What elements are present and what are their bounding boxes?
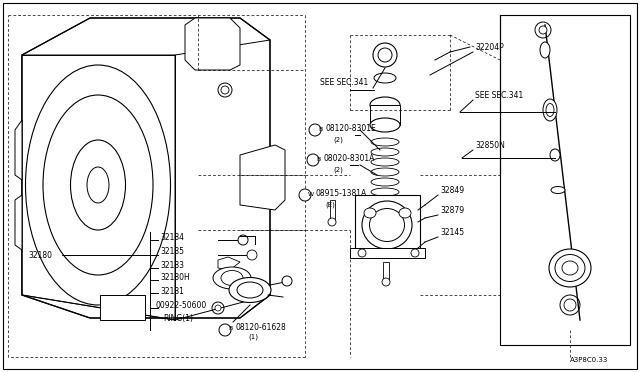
Circle shape bbox=[564, 299, 576, 311]
Text: (2): (2) bbox=[333, 137, 343, 143]
Text: 32204P: 32204P bbox=[475, 42, 504, 51]
Circle shape bbox=[328, 218, 336, 226]
Ellipse shape bbox=[229, 278, 271, 302]
Ellipse shape bbox=[562, 261, 578, 275]
Text: 08020-8301A: 08020-8301A bbox=[323, 154, 374, 163]
Text: 00922-50600: 00922-50600 bbox=[155, 301, 206, 311]
Circle shape bbox=[221, 86, 229, 94]
Text: W: W bbox=[308, 192, 314, 196]
Ellipse shape bbox=[550, 149, 560, 161]
Circle shape bbox=[358, 249, 366, 257]
Circle shape bbox=[307, 154, 319, 166]
Polygon shape bbox=[240, 145, 285, 210]
Polygon shape bbox=[355, 195, 420, 255]
Ellipse shape bbox=[399, 208, 411, 218]
Bar bbox=[330, 200, 335, 220]
Polygon shape bbox=[218, 257, 240, 270]
Ellipse shape bbox=[370, 97, 400, 113]
Circle shape bbox=[373, 43, 397, 67]
Text: 32180H: 32180H bbox=[160, 273, 189, 282]
Circle shape bbox=[218, 83, 232, 97]
Text: 08120-61628: 08120-61628 bbox=[235, 323, 285, 331]
Text: (2): (2) bbox=[333, 167, 343, 173]
Circle shape bbox=[299, 189, 311, 201]
Text: A3P8C0.33: A3P8C0.33 bbox=[570, 357, 609, 363]
Text: B: B bbox=[228, 327, 232, 331]
Polygon shape bbox=[15, 195, 22, 250]
Circle shape bbox=[309, 124, 321, 136]
Text: (E): (E) bbox=[325, 202, 335, 208]
Polygon shape bbox=[22, 55, 175, 320]
Text: 32145: 32145 bbox=[440, 228, 464, 237]
Ellipse shape bbox=[370, 118, 400, 132]
Bar bbox=[500, 15, 630, 345]
Text: B: B bbox=[316, 157, 320, 161]
Text: 32181: 32181 bbox=[160, 286, 184, 295]
Text: 08120-8301E: 08120-8301E bbox=[325, 124, 376, 132]
Text: 32879: 32879 bbox=[440, 205, 464, 215]
Ellipse shape bbox=[369, 208, 404, 241]
Ellipse shape bbox=[551, 186, 565, 193]
Circle shape bbox=[219, 324, 231, 336]
Ellipse shape bbox=[221, 270, 243, 285]
Bar bbox=[350, 248, 425, 258]
Circle shape bbox=[382, 278, 390, 286]
Text: SEE SEC.341: SEE SEC.341 bbox=[320, 77, 368, 87]
Polygon shape bbox=[185, 18, 240, 70]
Text: 32183: 32183 bbox=[160, 260, 184, 269]
Circle shape bbox=[539, 26, 547, 34]
Ellipse shape bbox=[87, 167, 109, 203]
Bar bbox=[370, 105, 400, 125]
Ellipse shape bbox=[364, 208, 376, 218]
Ellipse shape bbox=[543, 99, 557, 121]
Text: 32849: 32849 bbox=[440, 186, 464, 195]
Text: (1): (1) bbox=[248, 334, 258, 340]
Ellipse shape bbox=[549, 249, 591, 287]
Text: SEE SEC.341: SEE SEC.341 bbox=[475, 90, 524, 99]
Circle shape bbox=[215, 305, 221, 311]
Ellipse shape bbox=[374, 73, 396, 83]
Ellipse shape bbox=[362, 201, 412, 249]
Text: 32184: 32184 bbox=[160, 232, 184, 241]
Ellipse shape bbox=[546, 103, 554, 116]
Text: RING(1): RING(1) bbox=[163, 314, 193, 323]
Bar bbox=[383, 262, 389, 280]
Text: 32180: 32180 bbox=[28, 250, 52, 260]
Polygon shape bbox=[100, 295, 145, 320]
Ellipse shape bbox=[213, 267, 251, 289]
Circle shape bbox=[247, 250, 257, 260]
Polygon shape bbox=[22, 18, 270, 318]
Text: B: B bbox=[318, 126, 323, 131]
Ellipse shape bbox=[26, 65, 170, 305]
Circle shape bbox=[238, 235, 248, 245]
Text: 08915-1381A: 08915-1381A bbox=[315, 189, 366, 198]
Text: 32185: 32185 bbox=[160, 247, 184, 257]
Ellipse shape bbox=[43, 95, 153, 275]
Polygon shape bbox=[15, 120, 22, 180]
Ellipse shape bbox=[555, 254, 585, 282]
Ellipse shape bbox=[70, 140, 125, 230]
Text: 32850N: 32850N bbox=[475, 141, 505, 150]
Ellipse shape bbox=[540, 42, 550, 58]
Ellipse shape bbox=[237, 282, 263, 298]
Circle shape bbox=[282, 276, 292, 286]
Circle shape bbox=[411, 249, 419, 257]
